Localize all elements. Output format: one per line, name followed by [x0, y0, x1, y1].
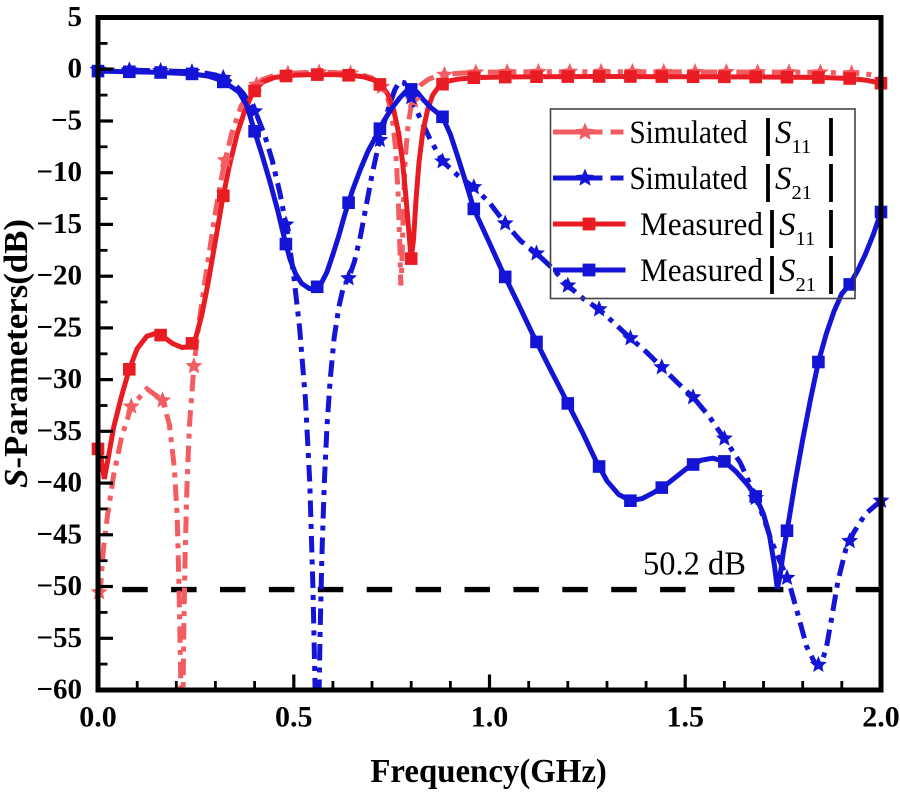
svg-text:21: 21 [792, 182, 813, 204]
svg-text:Simulated: Simulated [630, 161, 748, 197]
svg-text:Measured: Measured [640, 253, 763, 289]
svg-text:−50: −50 [36, 570, 82, 602]
svg-text:21: 21 [796, 274, 817, 296]
svg-text:0.0: 0.0 [79, 701, 117, 734]
svg-text:S: S [775, 161, 792, 197]
svg-text:Simulated: Simulated [630, 115, 748, 151]
svg-text:−60: −60 [36, 674, 82, 706]
svg-text:Frequency(GHz): Frequency(GHz) [370, 753, 607, 790]
svg-text:−40: −40 [36, 467, 82, 499]
svg-text:−30: −30 [36, 363, 82, 395]
svg-text:11: 11 [792, 136, 812, 158]
svg-text:−15: −15 [36, 208, 82, 240]
svg-text:1.0: 1.0 [471, 701, 509, 734]
svg-text:−25: −25 [36, 311, 82, 343]
svg-text:0.5: 0.5 [275, 701, 313, 734]
svg-text:5: 5 [68, 1, 83, 33]
svg-text:−20: −20 [36, 260, 82, 292]
svg-text:1.5: 1.5 [666, 701, 704, 734]
svg-text:S-Parameters(dB): S-Parameters(dB) [0, 219, 35, 488]
svg-text:50.2 dB: 50.2 dB [643, 546, 746, 583]
svg-text:2.0: 2.0 [862, 701, 900, 734]
svg-text:−10: −10 [36, 156, 82, 188]
svg-text:−35: −35 [36, 415, 82, 447]
svg-text:−5: −5 [51, 105, 82, 137]
svg-text:S: S [779, 253, 796, 289]
svg-text:Measured: Measured [640, 207, 763, 243]
svg-text:11: 11 [796, 228, 816, 250]
svg-text:S: S [779, 207, 796, 243]
svg-text:0: 0 [68, 53, 83, 85]
svg-text:S: S [775, 115, 792, 151]
svg-text:−45: −45 [36, 518, 82, 550]
svg-text:−55: −55 [36, 622, 82, 654]
